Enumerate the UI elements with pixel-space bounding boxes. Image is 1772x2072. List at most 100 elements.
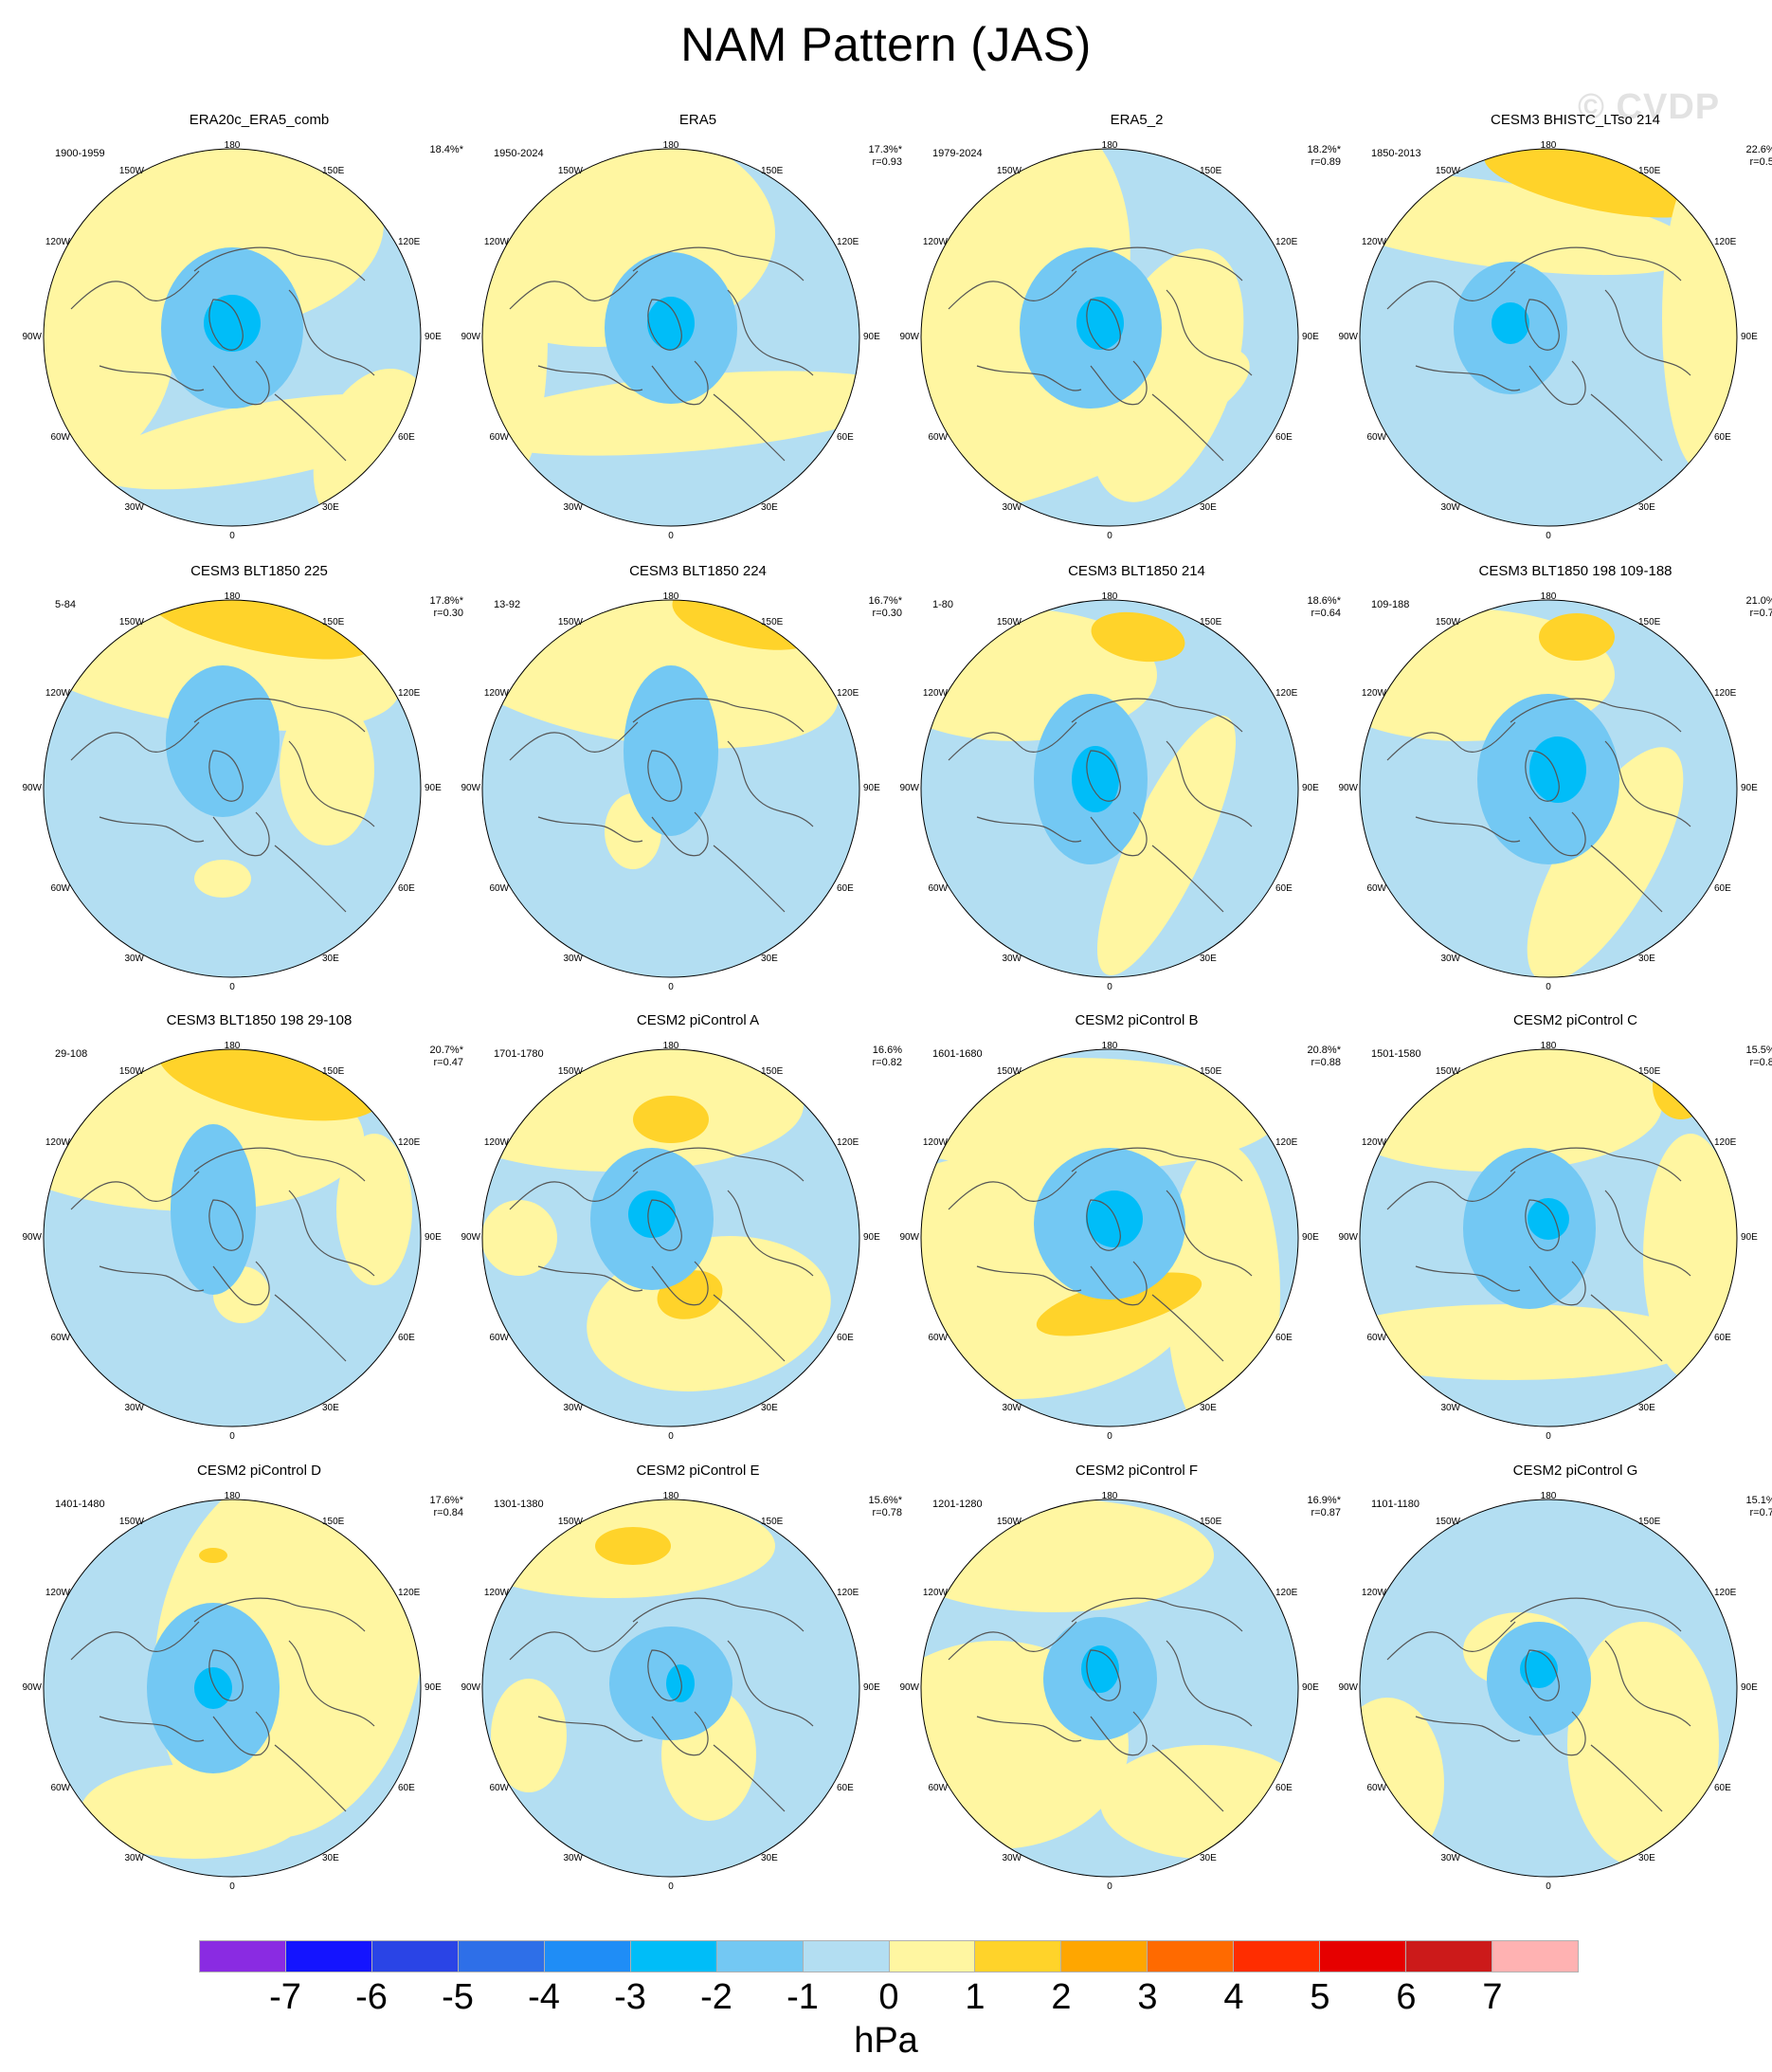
lon-label-150e: 150E (1638, 166, 1661, 176)
lon-label-30e: 30E (761, 1403, 778, 1413)
lon-label-90e: 90E (1302, 332, 1319, 342)
panel-title: CESM2 piControl G (1512, 1463, 1638, 1479)
lon-label-90w: 90W (461, 1232, 480, 1243)
lon-label-30w: 30W (1002, 502, 1022, 513)
anomaly-region (1567, 1622, 1719, 1868)
explained-variance: 18.6%* (1307, 595, 1341, 607)
polar-map (481, 599, 860, 978)
colorbar-swatch (716, 1941, 804, 1972)
lon-label-120w: 120W (922, 1137, 948, 1148)
coastline (1386, 1147, 1691, 1362)
map-boundary (43, 599, 422, 978)
explained-variance: 20.7%* (429, 1045, 463, 1056)
explained-variance: 17.3%* (868, 144, 902, 155)
lon-label-150e: 150E (761, 1066, 784, 1077)
lon-label-30w: 30W (1002, 1853, 1022, 1863)
lon-label-180: 180 (1101, 1491, 1118, 1501)
lon-label-180: 180 (1101, 591, 1118, 602)
map-panel: ERA5_2 1979-2024 18.2%* r=0.89 180 0 150W 150E 1… (899, 112, 1358, 562)
panel-period: 5-84 (55, 599, 77, 610)
lon-label-60w: 60W (50, 883, 70, 894)
lon-label-90e: 90E (863, 332, 880, 342)
polar-map (920, 1499, 1299, 1878)
pattern-correlation: r=0.87 (1311, 1507, 1342, 1518)
lon-label-30w: 30W (124, 954, 144, 964)
map-boundary (1359, 148, 1738, 527)
explained-variance: 21.0%* (1745, 595, 1772, 607)
map-boundary (920, 148, 1299, 527)
map-panel: CESM2 piControl B 1601-1680 20.8%* r=0.88 18… (899, 1012, 1358, 1463)
lon-label-90w: 90W (1338, 332, 1358, 342)
lon-label-150e: 150E (322, 1066, 345, 1077)
lon-label-60w: 60W (928, 883, 948, 894)
map-boundary (1359, 599, 1738, 978)
lon-label-30w: 30W (1002, 1403, 1022, 1413)
lon-label-180: 180 (1101, 1041, 1118, 1051)
lon-label-30e: 30E (1638, 954, 1655, 964)
lon-label-90e: 90E (425, 1682, 442, 1693)
polar-map (43, 1499, 422, 1878)
colorbar-swatch (1320, 1941, 1407, 1972)
lon-label-30e: 30E (1200, 1403, 1217, 1413)
panel-stats: 15.1%*r=0.74 (1746, 1495, 1772, 1519)
explained-variance: 20.8%* (1307, 1045, 1341, 1056)
lon-label-180: 180 (662, 591, 679, 602)
lon-label-120w: 120W (922, 688, 948, 699)
panel-stats: 16.7%* r=0.30 (869, 595, 902, 620)
lon-label-180: 180 (224, 591, 241, 602)
anomaly-region (1072, 746, 1119, 812)
polar-map (481, 1499, 860, 1878)
panel-title: CESM3 BLT1850 198 109-188 (1478, 563, 1673, 579)
anomaly-region (1520, 1650, 1558, 1688)
lon-label-60w: 60W (1366, 1783, 1386, 1793)
anomaly-region (1076, 297, 1124, 350)
lon-label-150e: 150E (1200, 1517, 1222, 1527)
map-panel: CESM3 BHISTC_LTso 214 1850-2013 22.6%*r=0.… (1338, 112, 1772, 562)
pattern-correlation: r=0.81 (1749, 1057, 1772, 1068)
explained-variance: 16.6% (872, 1045, 902, 1056)
lon-label-120e: 120E (1714, 688, 1737, 699)
colorbar-tick: 0 (878, 1977, 899, 2017)
lon-label-180: 180 (1101, 140, 1118, 151)
lon-label-0: 0 (1546, 531, 1551, 541)
panel-period: 1301-1380 (494, 1499, 544, 1510)
map-panel: CESM2 piControl F 1201-1280 16.9%* r=0.87 18… (899, 1463, 1358, 1913)
lon-label-60e: 60E (398, 1783, 415, 1793)
map-panel: CESM2 piControl A 1701-1780 16.6% r=0.82 180… (461, 1012, 919, 1463)
panel-period: 109-188 (1371, 599, 1410, 610)
lon-label-120e: 120E (837, 237, 859, 247)
anomaly-region (81, 1764, 308, 1859)
lon-label-30e: 30E (322, 954, 339, 964)
colorbar-swatch (371, 1941, 459, 1972)
lon-label-0: 0 (1546, 982, 1551, 992)
lon-label-120w: 120W (1361, 1137, 1386, 1148)
lon-label-120w: 120W (45, 1137, 70, 1148)
lon-label-0: 0 (229, 1881, 235, 1892)
panel-stats: 15.6%* r=0.78 (869, 1495, 902, 1519)
polar-map (920, 599, 1299, 978)
colorbar-tick: -2 (700, 1977, 732, 2017)
lon-label-60w: 60W (928, 432, 948, 443)
panel-period: 1701-1780 (494, 1048, 544, 1060)
lon-label-120w: 120W (45, 1588, 70, 1598)
colorbar-tick: 4 (1223, 1977, 1244, 2017)
polar-map (920, 1048, 1299, 1427)
lon-label-120w: 120W (922, 1588, 948, 1598)
lon-label-60e: 60E (1714, 1333, 1731, 1343)
coastline (1386, 698, 1691, 913)
anomaly-region (1081, 1645, 1119, 1693)
lon-label-180: 180 (1540, 140, 1557, 151)
lon-label-120e: 120E (1275, 1137, 1298, 1148)
lon-label-0: 0 (229, 1431, 235, 1442)
colorbar-swatch (630, 1941, 717, 1972)
map-boundary (920, 1048, 1299, 1427)
map-boundary (1359, 1499, 1738, 1878)
coastline (509, 698, 814, 913)
lon-label-90e: 90E (863, 1682, 880, 1693)
panel-stats: 22.6%*r=0.57 (1746, 144, 1772, 169)
colorbar-swatch (458, 1941, 545, 1972)
lon-label-30w: 30W (1440, 502, 1460, 513)
lon-label-150w: 150W (996, 1517, 1022, 1527)
coastline (70, 1147, 375, 1362)
anomaly-region (1662, 167, 1737, 470)
